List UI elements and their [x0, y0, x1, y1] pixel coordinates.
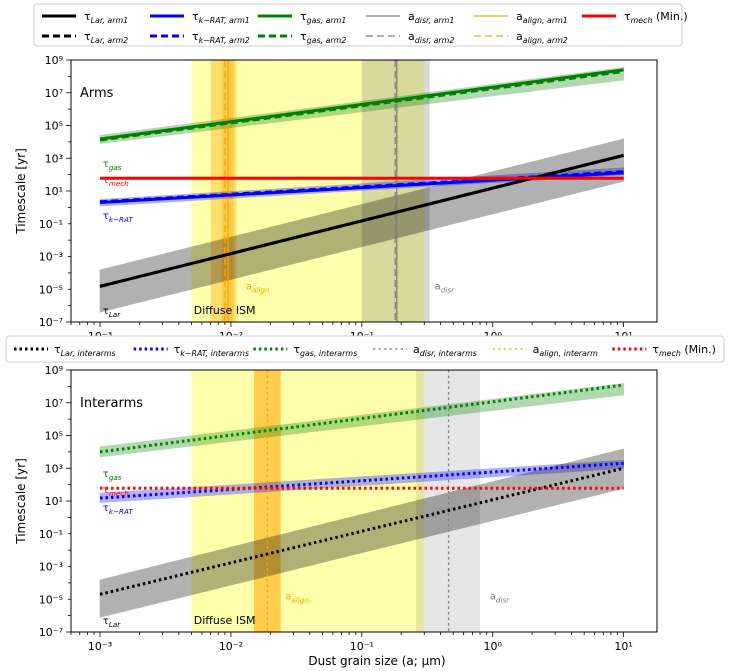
annotation-krat: τk−RAT — [103, 503, 134, 516]
x-tick-label: 10¹ — [614, 640, 632, 653]
legend-label-gas: τgas, interarms — [293, 343, 357, 358]
legend-label-krat: τk−RAT, interarms — [174, 343, 249, 358]
annotation-adisr: adisr — [490, 591, 510, 604]
region-diffuse-ism — [191, 370, 425, 632]
legend-label-gas2: τgas, arm2 — [300, 30, 346, 45]
annotation-adisr: adisr — [435, 281, 455, 294]
annotation-gas: τgas — [103, 469, 122, 482]
y-tick-label: 10⁻¹ — [39, 528, 63, 541]
legend-label-disr1: adisr, arm1 — [408, 10, 454, 25]
x-axis-label: Dust grain size (a; μm) — [308, 654, 445, 668]
legend-label-lar2: τLar, arm2 — [84, 30, 128, 45]
panel-title: Interarms — [80, 396, 143, 411]
annotation-krat: τk−RAT — [103, 211, 134, 224]
plot-area — [99, 60, 624, 322]
region-align-band — [253, 370, 281, 632]
y-tick-label: 10⁻¹ — [39, 218, 63, 231]
legend-interarms: τLar, interarms τk−RAT, interarms τgas, in… — [5, 335, 725, 363]
y-tick-label: 10⁵ — [45, 430, 63, 443]
plot-area — [99, 370, 624, 632]
legend-top: τLar, arm1 τLar, arm2 τk−RAT, arm1 τk−RAT, … — [33, 3, 688, 47]
x-tick-label: 10⁻² — [219, 640, 243, 653]
legend-label-krat2: τk−RAT, arm2 — [192, 30, 250, 45]
legend-label-align2: aalign, arm2 — [516, 30, 568, 45]
y-tick-label: 10⁷ — [45, 397, 63, 410]
legend-label-mech: τmech (Min.) — [624, 10, 688, 25]
annotation-gas: τgas — [103, 159, 122, 172]
legend-label-align1: aalign, arm1 — [516, 10, 568, 25]
y-axis-label: Timescale [yr] — [14, 148, 28, 235]
annotation-mech: τmech — [103, 485, 129, 498]
y-tick-label: 10⁻³ — [39, 561, 63, 574]
panel-arms: τgas τmech τk−RAT τLar aalign adisr Diffuse IS… — [14, 54, 658, 343]
y-tick-label: 10⁻⁷ — [39, 626, 63, 639]
y-tick-label: 10⁷ — [45, 87, 63, 100]
annotation-diffuseism: Diffuse ISM — [194, 614, 256, 627]
series-lar-dotted — [99, 466, 624, 596]
legend-label-disr: adisr, interarms — [413, 343, 477, 358]
y-tick-label: 10¹ — [45, 185, 63, 198]
region-align-band — [210, 60, 237, 322]
y-tick-label: 10³ — [45, 462, 63, 475]
y-tick-label: 10⁻³ — [39, 251, 63, 264]
legend-frame — [33, 3, 683, 47]
legend-label-krat1: τk−RAT, arm1 — [192, 10, 250, 25]
x-tick-label: 10⁰ — [483, 640, 502, 653]
y-tick-label: 10⁹ — [45, 54, 63, 67]
legend-label-align: aalign, interarm — [533, 343, 598, 358]
y-tick-label: 10⁻⁵ — [39, 593, 63, 606]
y-tick-label: 10³ — [45, 152, 63, 165]
legend-label-disr2: adisr, arm2 — [408, 30, 454, 45]
region-disr-band — [416, 370, 481, 632]
y-tick-label: 10⁻⁷ — [39, 316, 63, 329]
x-tick-label: 10⁻¹ — [350, 640, 374, 653]
panel-interarms: τgas τmech τk−RAT τLar aalign adisr Diffuse IS… — [14, 364, 658, 653]
y-tick-label: 10¹ — [45, 495, 63, 508]
legend-label-gas1: τgas, arm1 — [300, 10, 346, 25]
series-lar-dashed — [99, 153, 624, 288]
x-tick-label: 10⁻³ — [88, 640, 112, 653]
legend-label-lar: τLar, interarms — [54, 343, 116, 358]
annotation-lar: τLar — [103, 616, 121, 629]
legend-label-lar1: τLar, arm1 — [84, 10, 128, 25]
y-tick-label: 10⁻⁵ — [39, 283, 63, 296]
series-gas-dashed — [99, 69, 624, 142]
legend-frame — [5, 335, 725, 363]
annotation-diffuseism: Diffuse ISM — [194, 304, 256, 317]
y-axis-label: Timescale [yr] — [14, 458, 28, 545]
annotation-lar: τLar — [103, 306, 121, 319]
y-tick-label: 10⁵ — [45, 120, 63, 133]
annotation-aalign: aalign — [285, 591, 309, 604]
y-tick-label: 10⁹ — [45, 364, 63, 377]
annotation-aalign: aalign — [246, 281, 270, 294]
panel-title: Arms — [80, 86, 114, 101]
legend-label-mech: τmech (Min.) — [652, 343, 716, 358]
annotation-mech: τmech — [103, 175, 129, 188]
